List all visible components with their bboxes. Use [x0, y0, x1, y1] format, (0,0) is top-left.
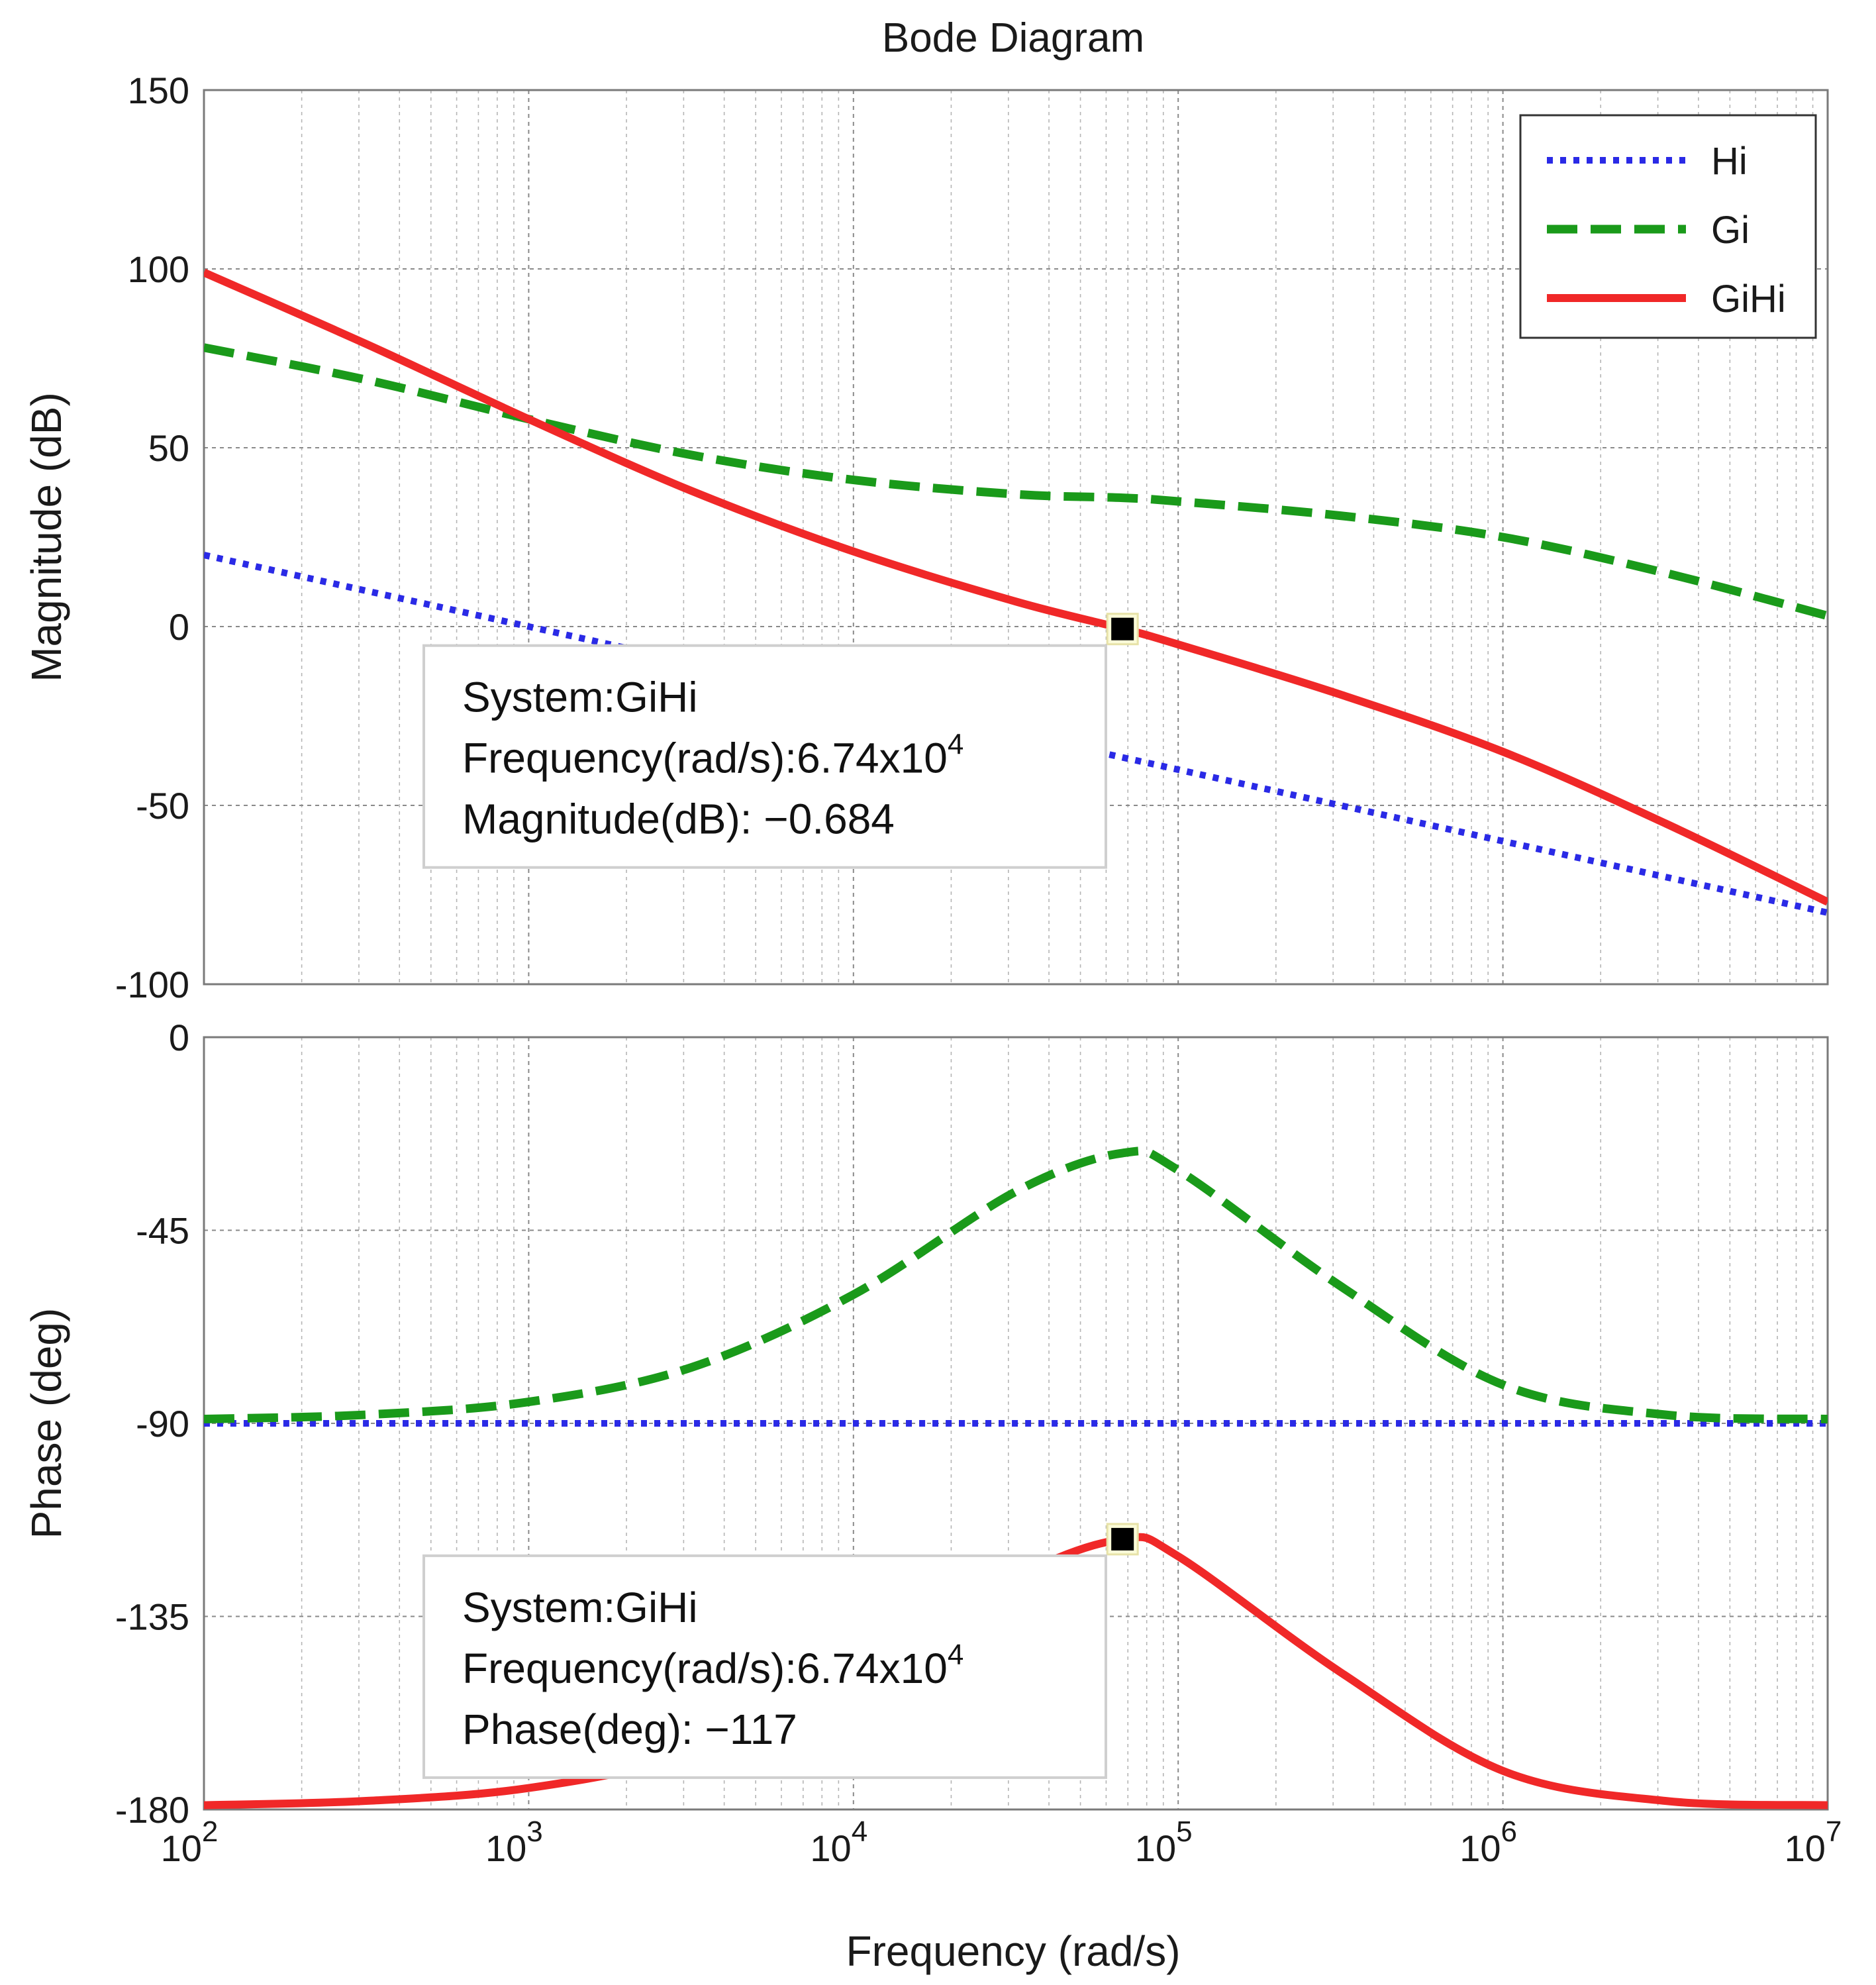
- y-tick-label: 0: [169, 606, 189, 648]
- datatip-value: Phase(deg): −117: [462, 1705, 797, 1753]
- x-tick-exponent: 4: [852, 1815, 867, 1848]
- datatip-value: Magnitude(dB): −0.684: [462, 795, 895, 843]
- y-tick-label: 150: [128, 70, 189, 111]
- datatip-frequency-exponent: 4: [948, 1639, 963, 1671]
- plot-frame: [203, 89, 1829, 986]
- x-tick-exponent: 7: [1826, 1815, 1842, 1848]
- datatip-box: [422, 644, 1107, 869]
- legend: Hi Gi GiHi: [1519, 114, 1817, 339]
- series-line-gi: [204, 1146, 1828, 1423]
- x-tick-label: 106: [1459, 1815, 1517, 1869]
- x-tick-label: 103: [485, 1815, 543, 1869]
- panel-magnitude: 150 100 50 0 -50 -100 Magnitude (dB) System:GiH…: [23, 70, 1829, 1005]
- y-tick-label: -50: [136, 785, 189, 827]
- series-group: [204, 268, 1828, 916]
- y-tick-label: -135: [115, 1596, 189, 1638]
- x-axis-ticks: 102 103 104 105 106 107: [161, 1815, 1842, 1869]
- datatip-marker[interactable]: [1111, 617, 1134, 640]
- series-line-hi: [204, 552, 1828, 916]
- panel-phase: 0 -45 -90 -135 -180 Phase (deg) System:GiHi Fre…: [23, 1017, 1829, 1831]
- datatip-frequency: Frequency(rad/s):6.74x104: [462, 729, 963, 782]
- y-tick-label: 100: [128, 248, 189, 290]
- x-tick-exponent: 5: [1176, 1815, 1192, 1848]
- x-tick-exponent: 6: [1501, 1815, 1517, 1848]
- series-line-gihi: [204, 268, 1828, 906]
- x-tick-exponent: 2: [202, 1815, 218, 1848]
- datatip-frequency: Frequency(rad/s):6.74x104: [462, 1639, 963, 1692]
- chart-title: Bode Diagram: [882, 15, 1144, 61]
- legend-label-gihi: GiHi: [1711, 278, 1786, 321]
- legend-label-hi: Hi: [1711, 140, 1748, 183]
- datatip-frequency-exponent: 4: [948, 729, 963, 761]
- x-tick-label: 107: [1785, 1815, 1842, 1869]
- datatip-marker[interactable]: [1111, 1527, 1134, 1551]
- series-line-gi: [204, 343, 1828, 621]
- y-tick-label: -90: [136, 1403, 189, 1445]
- x-tick-label: 105: [1135, 1815, 1193, 1869]
- y-tick-label: -100: [115, 964, 189, 1005]
- y-axis-label-magnitude: Magnitude (dB): [23, 392, 70, 682]
- datatip-box: [422, 1554, 1107, 1779]
- y-axis-label-phase: Phase (deg): [23, 1308, 70, 1539]
- x-tick-exponent: 3: [526, 1815, 542, 1848]
- y-tick-label: -45: [136, 1210, 189, 1252]
- y-tick-label: 0: [169, 1017, 189, 1058]
- datatip-system: System:GiHi: [462, 674, 698, 721]
- datatip-system: System:GiHi: [462, 1584, 698, 1631]
- x-axis-label: Frequency (rad/s): [846, 1927, 1180, 1975]
- y-tick-label: -180: [115, 1789, 189, 1831]
- y-tick-label: 50: [148, 427, 189, 469]
- legend-label-gi: Gi: [1711, 209, 1750, 252]
- x-tick-label: 104: [810, 1815, 867, 1869]
